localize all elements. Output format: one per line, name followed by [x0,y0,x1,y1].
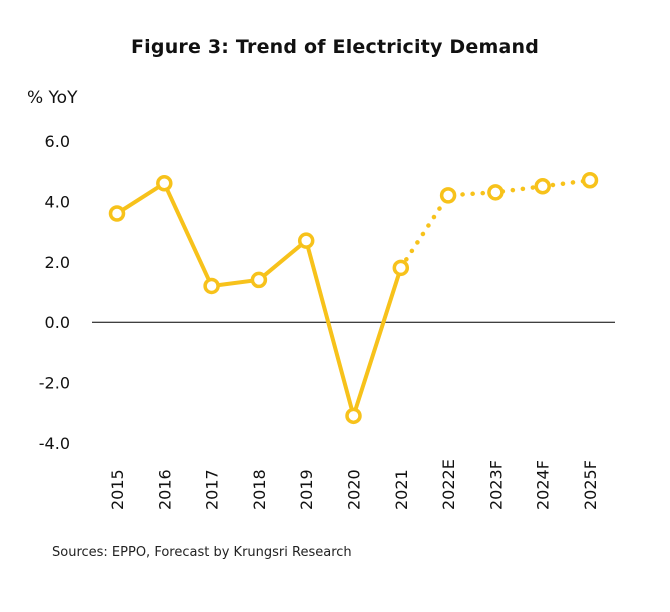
y-tick-label: 4.0 [45,192,70,211]
actual-point [203,277,220,295]
x-tick-label: 2024F [534,460,553,510]
actual-point [392,259,410,277]
actual-point [297,232,315,249]
forecast-point [439,187,457,204]
chart-title: Figure 3: Trend of Electricity Demand [131,36,539,58]
forecast-point [487,184,504,201]
x-tick-label: 2021 [392,469,411,510]
y-axis-label: % YoY [27,88,78,108]
y-tick-label: -4.0 [39,434,70,453]
x-tick-label: 2015 [108,469,127,510]
actual-point [108,205,126,222]
x-tick-label: 2018 [250,469,269,510]
actual-point [250,271,268,289]
x-tick-label: 2022E [439,459,458,510]
actual-series-line [115,181,403,418]
x-tick-label: 2016 [155,469,174,510]
forecast-point [534,178,551,195]
x-tick-label: 2023F [486,460,505,510]
source-note: Sources: EPPO, Forecast by Krungsri Rese… [52,545,352,560]
x-tick-label: 2025F [581,460,600,510]
x-tick-label: 2019 [297,469,316,510]
x-tick-label: 2020 [345,469,364,510]
x-tick-label: 2017 [203,469,222,510]
forecast-point [581,172,599,189]
y-tick-label: 0.0 [45,313,70,332]
actual-point [345,407,362,425]
y-tick-label: -2.0 [39,374,70,393]
line-chart: 6.0 4.0 2.0 0.0 -2.0 -4.0 2015 2016 2017 2018 2019… [39,132,615,510]
y-tick-label: 6.0 [45,132,70,151]
y-tick-label: 2.0 [45,253,70,272]
actual-point [156,175,173,192]
